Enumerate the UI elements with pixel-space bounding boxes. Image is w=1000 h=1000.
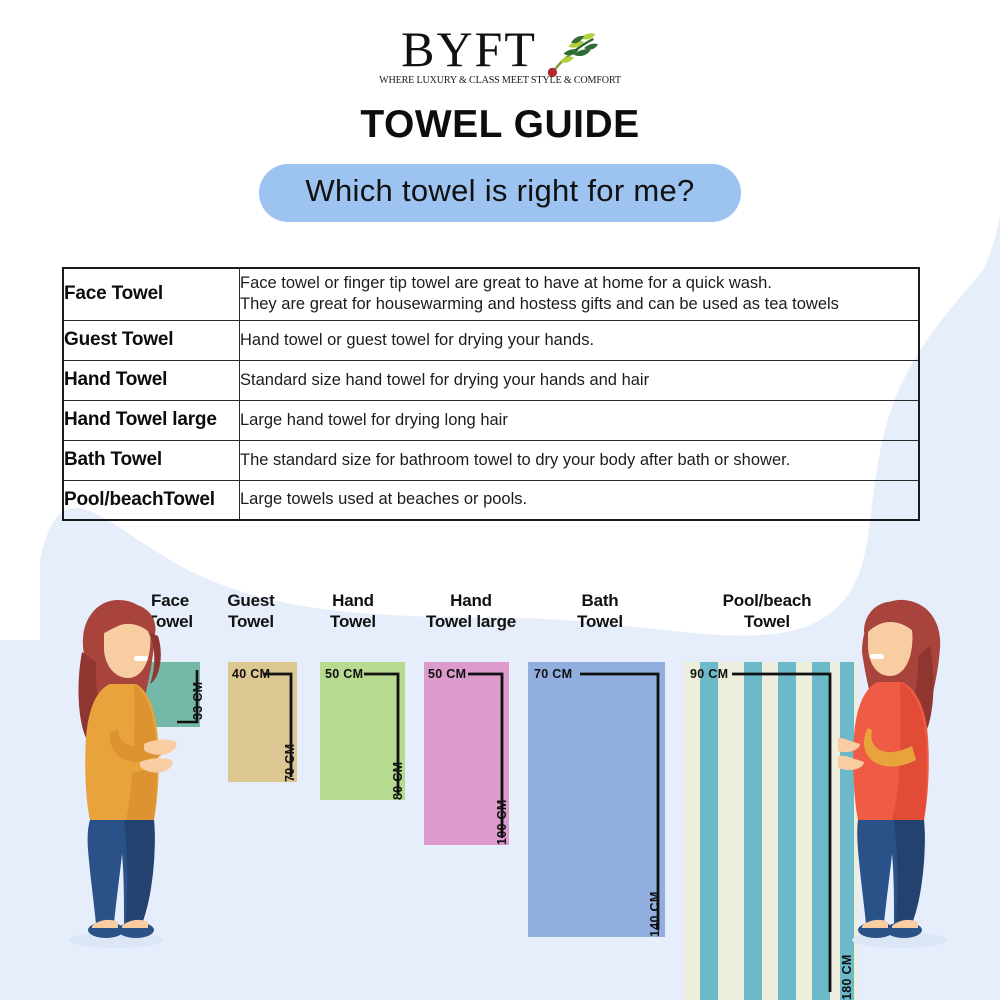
towel-caption: Hand Towel large — [425, 591, 517, 631]
dimension-height-pool-beach: 180 CM — [840, 954, 854, 1000]
header: BYFT WHERE LUXURY & CLASS MEET STYLE & C… — [0, 0, 1000, 222]
towel-desc-cell: Face towel or finger tip towel are great… — [239, 267, 920, 321]
towel-caption: Pool/beach Towel — [722, 591, 812, 631]
towel-name-cell: Hand Towel large — [62, 399, 240, 441]
page-title: TOWEL GUIDE — [360, 103, 640, 146]
table-row: Hand Towel large Large hand towel for dr… — [62, 399, 920, 441]
dimension-height-hand-large: 100 CM — [495, 799, 509, 845]
towel-desc-cell: The standard size for bathroom towel to … — [239, 439, 920, 481]
woman-holding-face-towel-illustration — [68, 600, 177, 948]
dimension-height-face: 33 CM — [191, 681, 205, 720]
table-row: Pool/beachTowel Large towels used at bea… — [62, 479, 920, 521]
dimension-width-guest: 40 CM — [232, 667, 271, 681]
towel-caption: Guest Towel — [227, 591, 275, 631]
dimension-height-bath: 140 CM — [648, 891, 662, 937]
towel-desc-cell: Large hand towel for drying long hair — [239, 399, 920, 441]
towel-desc-cell: Hand towel or guest towel for drying you… — [239, 319, 920, 361]
brand-logo: BYFT — [0, 0, 1000, 78]
towel-desc-cell: Large towels used at beaches or pools. — [239, 479, 920, 521]
dimension-height-guest: 70 CM — [283, 743, 297, 782]
leaf-branch-icon — [547, 33, 598, 78]
brand-tagline: WHERE LUXURY & CLASS MEET STYLE & COMFOR… — [379, 74, 621, 86]
towel-desc-cell: Standard size hand towel for drying your… — [239, 359, 920, 401]
question-banner: Which towel is right for me? — [259, 164, 741, 222]
table-row: Hand Towel Standard size hand towel for … — [62, 359, 920, 401]
towel-name-cell: Bath Towel — [62, 439, 240, 481]
dimension-width-hand-large: 50 CM — [428, 667, 467, 681]
dimension-width-hand: 50 CM — [325, 667, 364, 681]
table-row: Guest Towel Hand towel or guest towel fo… — [62, 319, 920, 361]
table-row: Bath Towel The standard size for bathroo… — [62, 439, 920, 481]
towel-name-cell: Pool/beachTowel — [62, 479, 240, 521]
table-row: Face Towel Face towel or finger tip towe… — [62, 267, 920, 321]
dimension-width-bath: 70 CM — [534, 667, 573, 681]
towel-name-cell: Hand Towel — [62, 359, 240, 401]
towel-name-cell: Face Towel — [62, 267, 240, 321]
woman-holding-beach-towel-illustration — [838, 599, 948, 948]
dimension-height-hand: 80 CM — [391, 761, 405, 800]
towel-caption: Hand Towel — [330, 591, 376, 631]
dimension-width-pool-beach: 90 CM — [690, 667, 729, 681]
brand-name: BYFT — [401, 21, 537, 77]
towel-description-table: Face Towel Face towel or finger tip towe… — [62, 267, 920, 521]
size-comparison-diagram: Face Towel Guest Towel Hand Towel Hand T… — [0, 560, 1000, 1000]
towel-name-cell: Guest Towel — [62, 319, 240, 361]
towel-caption: Bath Towel — [577, 591, 623, 631]
